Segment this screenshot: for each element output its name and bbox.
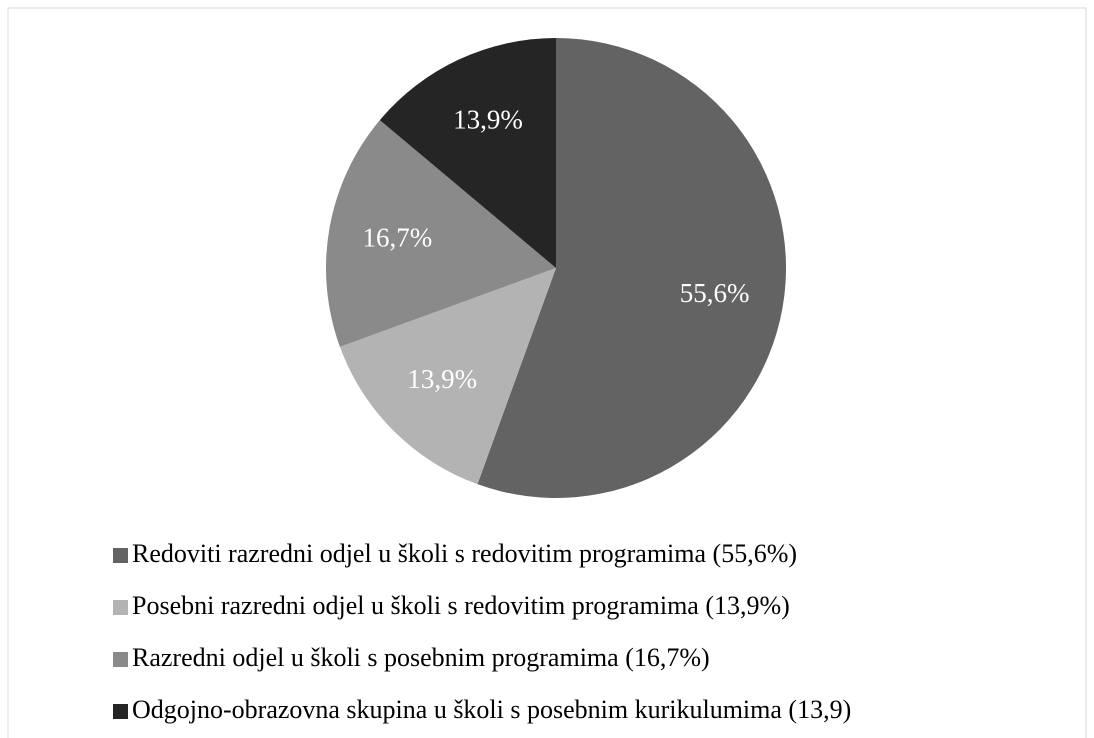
pie-slice [326,120,556,347]
pie-slice [379,38,556,268]
slice-label: 16,7% [363,222,433,252]
legend-swatch [113,704,128,719]
pie-slice [477,38,786,498]
slice-label: 13,9% [453,104,523,134]
legend-swatch [113,600,128,615]
legend-label: Posebni razredni odjel u školi s redovit… [132,591,790,620]
legend-label: Redoviti razredni odjel u školi s redovi… [132,539,797,568]
legend-label: Odgojno-obrazovna skupina u školi s pose… [132,695,851,724]
legend-swatch [113,548,128,563]
pie-slice [339,268,556,485]
slice-label: 55,6% [680,278,750,308]
slice-label: 13,9% [407,364,477,394]
legend-label: Razredni odjel u školi s posebnim progra… [132,643,710,672]
legend-swatch [113,652,128,667]
